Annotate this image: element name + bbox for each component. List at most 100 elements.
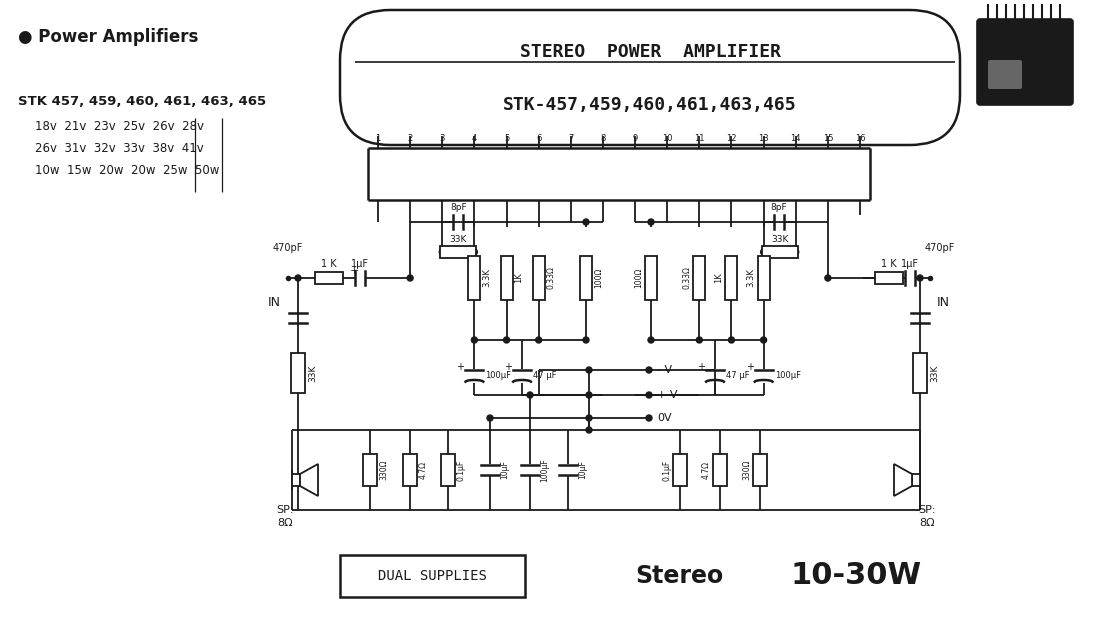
Text: 47 µF: 47 µF xyxy=(534,371,557,379)
Circle shape xyxy=(696,337,702,343)
Circle shape xyxy=(648,337,654,343)
Bar xyxy=(645,256,657,300)
Circle shape xyxy=(472,249,477,255)
Text: 0.1µF: 0.1µF xyxy=(456,459,466,481)
Text: 9: 9 xyxy=(632,134,638,143)
Bar xyxy=(913,353,927,393)
Text: 16: 16 xyxy=(855,134,866,143)
Bar xyxy=(758,256,770,300)
Text: 18v  21v  23v  25v  26v  28v: 18v 21v 23v 25v 26v 28v xyxy=(35,120,204,133)
Text: + V: + V xyxy=(657,390,678,400)
Circle shape xyxy=(487,415,493,421)
Text: 100Ω: 100Ω xyxy=(634,268,643,288)
Circle shape xyxy=(586,392,592,398)
Text: - V: - V xyxy=(657,365,672,375)
Text: 8: 8 xyxy=(601,134,606,143)
Text: 470pF: 470pF xyxy=(273,243,304,253)
Text: 2: 2 xyxy=(407,134,412,143)
Bar xyxy=(315,272,343,284)
Text: 1K: 1K xyxy=(515,273,524,283)
Text: 11: 11 xyxy=(694,134,705,143)
Text: 10: 10 xyxy=(662,134,672,143)
Bar xyxy=(713,454,727,486)
Text: 8Ω: 8Ω xyxy=(920,518,935,528)
Text: STK-457,459,460,461,463,465: STK-457,459,460,461,463,465 xyxy=(503,96,796,114)
Bar xyxy=(912,474,920,486)
Bar xyxy=(403,454,417,486)
Text: 8Ω: 8Ω xyxy=(277,518,293,528)
Text: 3.3K: 3.3K xyxy=(747,268,756,288)
Text: ● Power Amplifiers: ● Power Amplifiers xyxy=(18,28,198,46)
Text: 33K: 33K xyxy=(930,365,939,382)
Text: STEREO  POWER  AMPLIFIER: STEREO POWER AMPLIFIER xyxy=(519,43,781,61)
Text: 33K: 33K xyxy=(450,236,468,244)
Text: 1 K: 1 K xyxy=(321,259,337,269)
Circle shape xyxy=(439,249,446,255)
Text: STK 457, 459, 460, 461, 463, 465: STK 457, 459, 460, 461, 463, 465 xyxy=(18,95,266,108)
Polygon shape xyxy=(300,464,318,496)
Text: 330Ω: 330Ω xyxy=(742,460,751,481)
Text: 0V: 0V xyxy=(657,413,672,423)
Bar xyxy=(500,256,513,300)
Circle shape xyxy=(646,415,652,421)
Text: 10µF: 10µF xyxy=(578,461,587,479)
Circle shape xyxy=(648,219,654,225)
Text: 7: 7 xyxy=(568,134,573,143)
Circle shape xyxy=(583,219,588,225)
Circle shape xyxy=(295,275,301,281)
Text: IN: IN xyxy=(268,296,280,309)
Text: 1µF: 1µF xyxy=(351,259,369,269)
Text: 100µF: 100µF xyxy=(485,371,512,379)
Text: 4: 4 xyxy=(472,134,477,143)
Text: 0.1µF: 0.1µF xyxy=(662,459,671,481)
Text: 10w  15w  20w  20w  25w  50w: 10w 15w 20w 20w 25w 50w xyxy=(35,164,219,177)
Text: 0.33Ω: 0.33Ω xyxy=(547,267,556,290)
Text: 1K: 1K xyxy=(715,273,724,283)
Bar xyxy=(340,555,525,597)
Text: 14: 14 xyxy=(791,134,801,143)
Circle shape xyxy=(407,275,414,281)
Text: 33K: 33K xyxy=(308,365,317,382)
Bar xyxy=(441,454,455,486)
Circle shape xyxy=(586,367,592,373)
Circle shape xyxy=(793,249,799,255)
Text: 13: 13 xyxy=(758,134,769,143)
Circle shape xyxy=(472,337,477,343)
Circle shape xyxy=(583,337,588,343)
Bar xyxy=(292,353,305,393)
Text: SP:: SP: xyxy=(918,505,936,515)
Text: 1µF: 1µF xyxy=(901,259,918,269)
Text: 3: 3 xyxy=(440,134,446,143)
Text: 1: 1 xyxy=(375,134,381,143)
Text: Stereo: Stereo xyxy=(635,564,724,588)
Text: 4.7Ω: 4.7Ω xyxy=(702,461,711,479)
Text: DUAL SUPPLIES: DUAL SUPPLIES xyxy=(378,569,487,583)
Text: +: + xyxy=(456,362,464,372)
Bar xyxy=(363,454,377,486)
Bar xyxy=(440,246,476,258)
Text: 33K: 33K xyxy=(771,236,789,244)
Text: 5: 5 xyxy=(504,134,509,143)
Text: 0.33Ω: 0.33Ω xyxy=(682,267,691,290)
Bar xyxy=(726,256,737,300)
Bar xyxy=(693,256,705,300)
Circle shape xyxy=(646,392,652,398)
Text: 330Ω: 330Ω xyxy=(379,460,388,481)
Text: +: + xyxy=(350,266,359,276)
Circle shape xyxy=(760,337,767,343)
Text: 3.3K: 3.3K xyxy=(483,268,492,288)
Text: 8pF: 8pF xyxy=(771,203,788,213)
Circle shape xyxy=(536,337,541,343)
Text: IN: IN xyxy=(937,296,950,309)
Bar xyxy=(292,474,300,486)
Bar xyxy=(532,256,544,300)
Text: 470pF: 470pF xyxy=(925,243,955,253)
Circle shape xyxy=(586,427,592,433)
Text: SP:: SP: xyxy=(276,505,294,515)
Bar xyxy=(673,454,688,486)
Bar xyxy=(754,454,767,486)
Text: +: + xyxy=(746,362,754,372)
Text: +: + xyxy=(504,362,512,372)
Circle shape xyxy=(527,392,534,398)
FancyBboxPatch shape xyxy=(988,60,1022,89)
